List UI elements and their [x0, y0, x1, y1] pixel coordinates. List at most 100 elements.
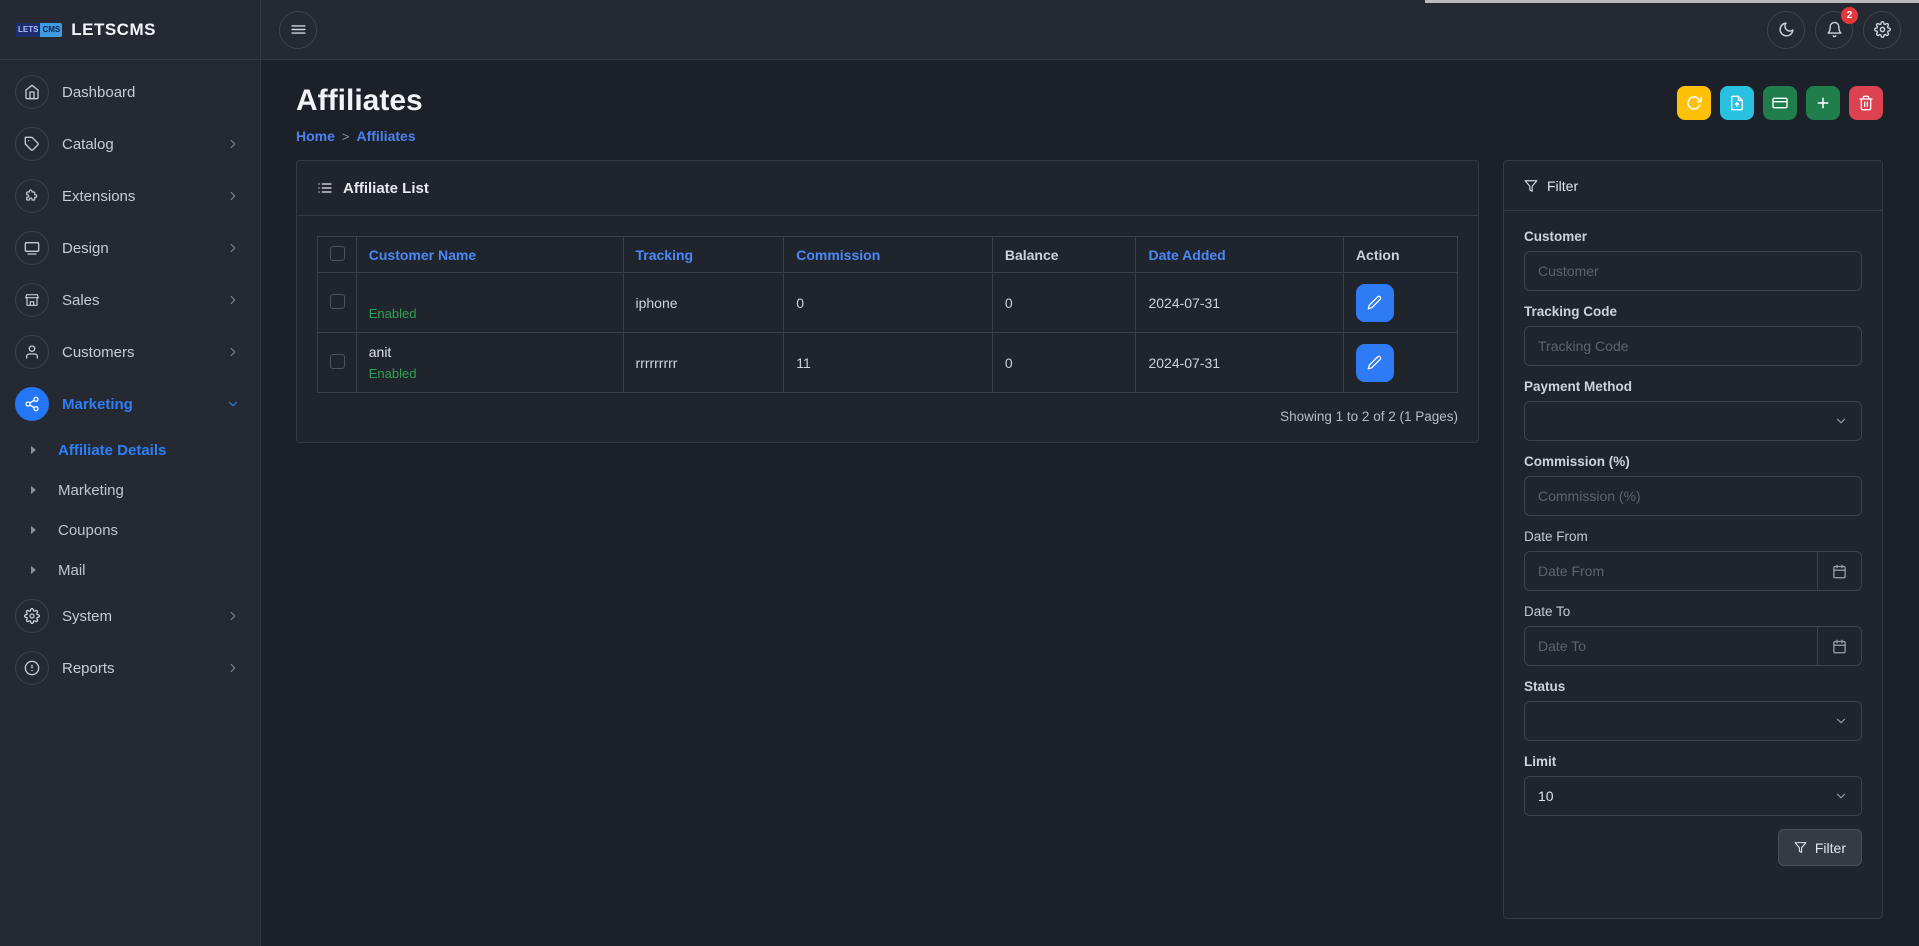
commission-cell: 11 — [783, 332, 993, 393]
apply-filter-label: Filter — [1814, 839, 1846, 856]
sort-tracking[interactable]: Tracking — [622, 236, 785, 273]
action-header: Action — [1342, 236, 1459, 273]
commission-label: Commission (%) — [1524, 454, 1630, 469]
submenu-item-coupons[interactable]: Coupons — [0, 510, 260, 550]
row-checkbox[interactable] — [330, 353, 345, 369]
payment-method-select[interactable] — [1524, 401, 1862, 441]
hamburger-icon — [290, 25, 306, 34]
tracking-code-label: Tracking Code — [1524, 304, 1618, 319]
calendar-icon — [1833, 564, 1846, 578]
sidebar-item-marketing[interactable]: Marketing — [0, 378, 260, 430]
dark-mode-toggle-button[interactable] — [1767, 10, 1805, 49]
caret-right-icon — [31, 486, 36, 494]
sidebar-item-dashboard[interactable]: Dashboard — [0, 66, 260, 118]
affiliate-list-header: Affiliate List — [297, 161, 1478, 216]
submenu-item-label: Marketing — [58, 481, 124, 499]
sidebar-item-reports[interactable]: Reports — [0, 642, 260, 694]
calendar-icon — [1833, 639, 1846, 653]
customer-input[interactable] — [1524, 251, 1862, 291]
sort-date-added[interactable]: Date Added — [1135, 236, 1344, 273]
date-from-group — [1524, 551, 1862, 591]
sort-commission[interactable]: Commission — [783, 236, 993, 273]
submenu-item-affiliate-details[interactable]: Affiliate Details — [0, 430, 260, 470]
sidebar-item-catalog[interactable]: Catalog — [0, 118, 260, 170]
brand-logo-icon: LETS CMS — [16, 22, 63, 37]
chevron-right-icon — [226, 241, 240, 255]
settings-button[interactable] — [1863, 10, 1901, 49]
sidebar-item-extensions[interactable]: Extensions — [0, 170, 260, 222]
status-badge: Enabled — [368, 366, 417, 381]
file-upload-icon — [1731, 95, 1743, 111]
date-from-input[interactable] — [1525, 552, 1817, 590]
plus-icon — [1817, 97, 1829, 109]
brand-logo[interactable]: LETS CMS LETSCMS — [0, 0, 260, 60]
status-select[interactable] — [1524, 701, 1862, 741]
apply-filter-button[interactable]: Filter — [1777, 829, 1862, 866]
refresh-button[interactable] — [1677, 86, 1711, 120]
add-button[interactable] — [1806, 86, 1840, 120]
export-button[interactable] — [1720, 86, 1754, 120]
filter-form: Customer Tracking Code Payment Method Co… — [1504, 211, 1882, 884]
date-to-calendar-button[interactable] — [1817, 627, 1861, 665]
gear-icon — [1873, 21, 1891, 38]
breadcrumb-home-link[interactable]: Home — [296, 128, 335, 144]
customer-name: anit — [368, 344, 392, 360]
customer-cell: Enabled — [355, 272, 624, 333]
select-all-checkbox[interactable] — [330, 245, 345, 261]
sidebar-item-label: Sales — [62, 291, 100, 309]
breadcrumb: Home > Affiliates — [296, 128, 423, 144]
row-checkbox[interactable] — [330, 293, 345, 309]
sidebar-item-label: Marketing — [62, 395, 133, 413]
sidebar-item-label: Design — [62, 239, 109, 257]
chevron-right-icon — [226, 293, 240, 307]
date-to-group — [1524, 626, 1862, 666]
payment-button[interactable] — [1763, 86, 1797, 120]
chevron-right-icon — [226, 137, 240, 151]
filter-panel: Filter Customer Tracking Code Payment Me… — [1503, 160, 1883, 919]
topbar-actions: 2 — [1767, 6, 1901, 49]
sidebar-item-label: Customers — [62, 343, 135, 361]
tracking-code-input[interactable] — [1524, 326, 1862, 366]
delete-button[interactable] — [1849, 86, 1883, 120]
affiliate-list-title: Affiliate List — [343, 179, 429, 197]
puzzle-icon — [15, 179, 49, 213]
tag-icon — [15, 127, 49, 161]
notifications-button[interactable]: 2 — [1815, 6, 1858, 49]
caret-right-icon — [31, 526, 36, 534]
submenu-item-label: Mail — [58, 561, 86, 579]
date-from-calendar-button[interactable] — [1817, 552, 1861, 590]
refresh-icon — [1687, 96, 1702, 110]
chevron-down-icon — [1836, 718, 1846, 724]
action-cell — [1342, 332, 1459, 393]
submenu-item-mail[interactable]: Mail — [0, 550, 260, 590]
gear-icon — [15, 599, 49, 633]
trash-icon — [1859, 95, 1873, 111]
limit-select[interactable]: 10 — [1524, 776, 1862, 816]
breadcrumb-separator: > — [341, 129, 350, 144]
sidebar-item-label: Reports — [62, 659, 115, 677]
funnel-icon — [1524, 179, 1538, 192]
limit-label: Limit — [1524, 754, 1557, 769]
edit-button[interactable] — [1355, 283, 1394, 322]
main-area: 2 Affiliates Home > Affiliates — [261, 0, 1919, 946]
submenu-item-marketing[interactable]: Marketing — [0, 470, 260, 510]
funnel-icon — [1794, 842, 1807, 853]
sidebar-toggle-button[interactable] — [279, 10, 317, 49]
date-added-cell: 2024-07-31 — [1135, 272, 1344, 333]
status-label: Status — [1524, 679, 1566, 694]
sidebar-item-design[interactable]: Design — [0, 222, 260, 274]
breadcrumb-current-link[interactable]: Affiliates — [356, 128, 416, 144]
sidebar-item-label: Extensions — [62, 187, 136, 205]
edit-button[interactable] — [1355, 343, 1394, 382]
window-edge-highlight — [1425, 0, 1919, 3]
page-header: Affiliates Home > Affiliates — [296, 82, 1883, 144]
limit-value: 10 — [1538, 788, 1554, 804]
commission-input[interactable] — [1524, 476, 1862, 516]
sort-customer-name[interactable]: Customer Name — [355, 236, 624, 273]
sidebar-item-customers[interactable]: Customers — [0, 326, 260, 378]
filter-panel-header: Filter — [1504, 161, 1882, 211]
filter-panel-title: Filter — [1547, 177, 1579, 194]
sidebar-item-system[interactable]: System — [0, 590, 260, 642]
sidebar-item-sales[interactable]: Sales — [0, 274, 260, 326]
date-to-input[interactable] — [1525, 627, 1817, 665]
